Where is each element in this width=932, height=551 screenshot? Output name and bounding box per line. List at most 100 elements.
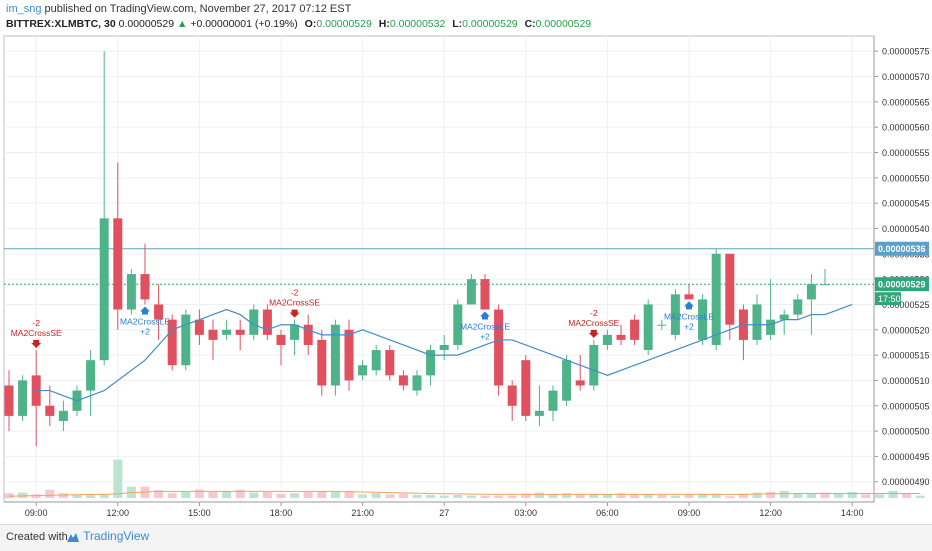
candle-body	[589, 344, 599, 386]
candle-body	[181, 314, 191, 366]
price-badge-label: 0.00000529	[878, 280, 926, 290]
candle-body	[711, 253, 721, 345]
candle-body	[466, 279, 476, 305]
volume-bar	[371, 493, 381, 498]
candle-body	[507, 385, 517, 406]
volume-bar	[670, 495, 680, 498]
footer-bar: Created with TradingView	[0, 524, 932, 551]
long-arrow-icon	[684, 301, 694, 310]
ma-line	[36, 303, 853, 402]
author-link[interactable]: im_sng	[6, 3, 42, 15]
countdown-label: 17:50	[878, 294, 901, 304]
volume-bar	[820, 492, 830, 498]
candle-body	[113, 218, 123, 310]
candle-body	[602, 334, 612, 345]
candle-body	[290, 324, 300, 340]
y-tick-label: 0.00000510	[882, 376, 930, 386]
volume-bar	[222, 491, 232, 498]
volume-bar	[534, 492, 544, 498]
candle-body	[222, 329, 232, 335]
volume-bar	[888, 490, 898, 498]
volume-bar	[167, 493, 177, 498]
signal-qty: +2	[684, 321, 694, 331]
candle-body	[126, 274, 136, 310]
volume-bar	[589, 494, 599, 498]
volume-bar	[643, 494, 653, 498]
candle-body	[494, 309, 504, 386]
volume-bar	[630, 494, 640, 498]
candle-body	[99, 218, 109, 361]
volume-bar	[86, 494, 96, 498]
candle-body	[643, 304, 653, 351]
short-arrow-icon	[289, 309, 300, 318]
candle-body	[820, 284, 830, 286]
price-badge-label: 0.00000536	[878, 244, 926, 254]
volume-bar	[738, 493, 748, 498]
price-change: +0.00000001 (+0.19%)	[190, 18, 298, 30]
created-with-text: Created with	[6, 531, 68, 543]
volume-bar	[711, 493, 721, 498]
candle-body	[235, 329, 245, 335]
y-tick-label: 0.00000495	[882, 452, 930, 462]
volume-bar	[99, 494, 109, 498]
candle-body	[167, 319, 177, 366]
volume-bar	[562, 493, 572, 498]
candle-body	[480, 279, 490, 310]
candle-body	[657, 324, 667, 326]
volume-bar	[602, 494, 612, 498]
x-tick-label: 14:00	[841, 508, 864, 518]
volume-bar	[276, 493, 286, 498]
candle-body	[548, 390, 558, 411]
volume-bar	[548, 494, 558, 498]
y-tick-label: 0.00000525	[882, 300, 930, 310]
volume-bar	[779, 490, 789, 498]
symbol-info: BITTREX:XLMBTC, 30 0.00000529 ▲ +0.00000…	[6, 18, 591, 30]
volume-bar	[181, 492, 191, 498]
volume-bar	[902, 493, 912, 498]
volume-bar	[439, 495, 449, 498]
candle-body	[385, 350, 395, 376]
candle-body	[276, 334, 286, 345]
volume-bar	[847, 492, 857, 498]
symbol-label: BITTREX:XLMBTC, 30	[6, 18, 116, 30]
signal-qty: -2	[291, 288, 299, 298]
signal-qty: +2	[480, 332, 490, 342]
volume-bar	[834, 493, 844, 498]
candle-body	[18, 380, 28, 416]
volume-bar	[616, 493, 626, 498]
candle-body	[140, 274, 150, 300]
volume-bar	[412, 495, 422, 498]
candle-body	[779, 314, 789, 320]
y-tick-label: 0.00000515	[882, 351, 930, 361]
volume-bar	[262, 492, 272, 498]
y-tick-label: 0.00000550	[882, 173, 930, 183]
short-arrow-icon	[588, 329, 599, 338]
y-tick-label: 0.00000520	[882, 325, 930, 335]
long-arrow-icon	[480, 311, 490, 320]
volume-bar	[385, 494, 395, 498]
close-value: 0.00000529	[535, 18, 592, 30]
candle-body	[371, 350, 381, 371]
volume-bar	[793, 493, 803, 498]
change-arrow-icon: ▲	[177, 18, 188, 30]
signal-qty: -2	[590, 308, 598, 318]
volume-bar	[426, 495, 436, 498]
volume-bar	[358, 494, 368, 498]
volume-bar	[684, 495, 694, 498]
candle-body	[317, 339, 327, 386]
open-value: 0.00000529	[316, 18, 372, 30]
candle-body	[806, 284, 816, 300]
volume-bar	[18, 492, 28, 498]
tradingview-logo[interactable]: TradingView	[64, 529, 149, 543]
volume-bar	[806, 493, 816, 498]
price-chart[interactable]: 0.00000490 0.00000495 0.00000500 0.00000505…	[0, 0, 932, 524]
price-badge	[875, 241, 929, 256]
candle-body	[698, 299, 708, 340]
candle-body	[262, 309, 272, 335]
signal-label: MA2CrossSE	[269, 298, 320, 308]
candle-body	[684, 294, 694, 300]
candle-body	[453, 304, 463, 345]
volume-bar	[398, 493, 408, 498]
candle-body	[358, 365, 368, 376]
published-text: published on TradingView.com, November 2…	[41, 3, 352, 15]
